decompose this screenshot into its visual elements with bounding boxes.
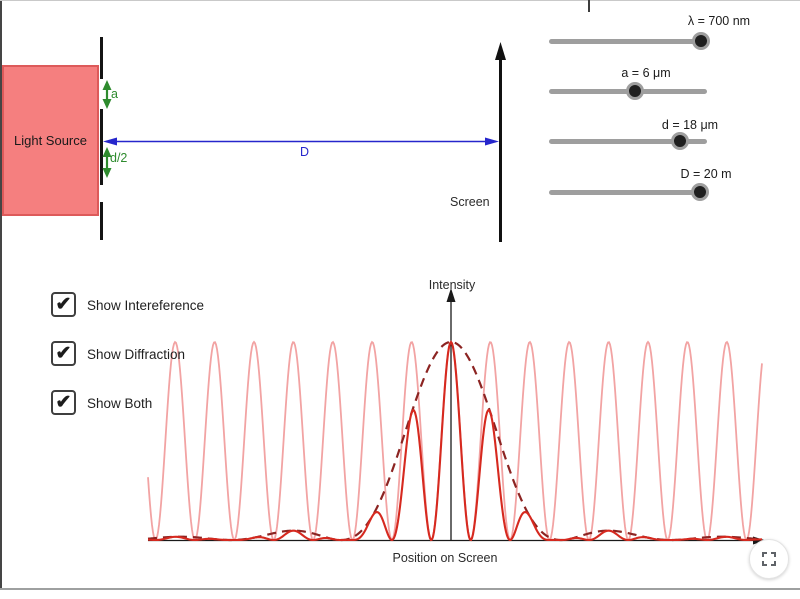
- screen-label: Screen: [450, 195, 490, 209]
- slider-wavelength[interactable]: [549, 31, 710, 51]
- diffraction-envelope-curve: [147, 340, 763, 542]
- window-border-left: [0, 0, 2, 588]
- light-source-box: Light Source: [2, 65, 99, 216]
- slider-slit-separation[interactable]: [549, 131, 707, 151]
- half-separation-label: d/2: [110, 151, 128, 165]
- distance-D-arrowhead-left: [103, 137, 117, 146]
- text-cursor-artifact: [588, 0, 590, 12]
- distance-D-arrowhead-right: [485, 137, 499, 146]
- checkbox-show-interference[interactable]: ✔: [51, 292, 76, 317]
- checkbox-show-diffraction[interactable]: ✔: [51, 341, 76, 366]
- slider-slit-separation-knob[interactable]: [670, 132, 689, 150]
- slit-width-label: a: [111, 87, 118, 101]
- slit-barrier-segment-middle: [100, 109, 103, 185]
- slider-screen-distance[interactable]: [549, 182, 710, 202]
- combined-intensity-curve: [147, 340, 763, 542]
- slider-slit-width-label: a = 6 μm: [621, 66, 671, 80]
- checkbox-show-interference-label[interactable]: Show Intereference: [87, 298, 205, 313]
- distance-D-label: D: [300, 145, 310, 159]
- slider-slit-separation-track[interactable]: [549, 139, 707, 144]
- slit-barrier-segment-bottom: [100, 202, 103, 240]
- slider-wavelength-track[interactable]: [549, 39, 707, 44]
- checkbox-show-diffraction-label[interactable]: Show Diffraction: [87, 347, 186, 362]
- slider-screen-distance-knob[interactable]: [691, 183, 710, 201]
- slider-screen-distance-track[interactable]: [549, 190, 707, 195]
- slider-slit-separation-label: d = 18 μm: [661, 118, 719, 132]
- slit-barrier-segment-top: [100, 37, 103, 79]
- slider-slit-width-knob[interactable]: [625, 82, 644, 100]
- slider-wavelength-knob[interactable]: [691, 32, 710, 50]
- fullscreen-corners-icon: [762, 552, 776, 566]
- chart-y-axis-title: Intensity: [428, 278, 476, 292]
- checkbox-show-both[interactable]: ✔: [51, 390, 76, 415]
- checkmark-icon: ✔: [55, 343, 72, 364]
- chart-x-axis-title: Position on Screen: [392, 551, 498, 565]
- checkbox-show-both-label[interactable]: Show Both: [87, 396, 153, 411]
- light-source-label: Light Source: [14, 133, 87, 148]
- screen-arrowhead: [495, 42, 506, 60]
- slider-wavelength-label: λ = 700 nm: [687, 14, 751, 28]
- slider-screen-distance-label: D = 20 m: [680, 167, 732, 181]
- checkmark-icon: ✔: [55, 392, 72, 413]
- fullscreen-button[interactable]: [749, 539, 789, 579]
- window-border-bottom: [0, 588, 800, 590]
- half-separation-arrowhead-bottom: [102, 168, 112, 178]
- checkmark-icon: ✔: [55, 294, 72, 315]
- interference-curve: [147, 340, 763, 542]
- slider-slit-width[interactable]: [549, 81, 707, 101]
- window-border-top: [0, 0, 800, 1]
